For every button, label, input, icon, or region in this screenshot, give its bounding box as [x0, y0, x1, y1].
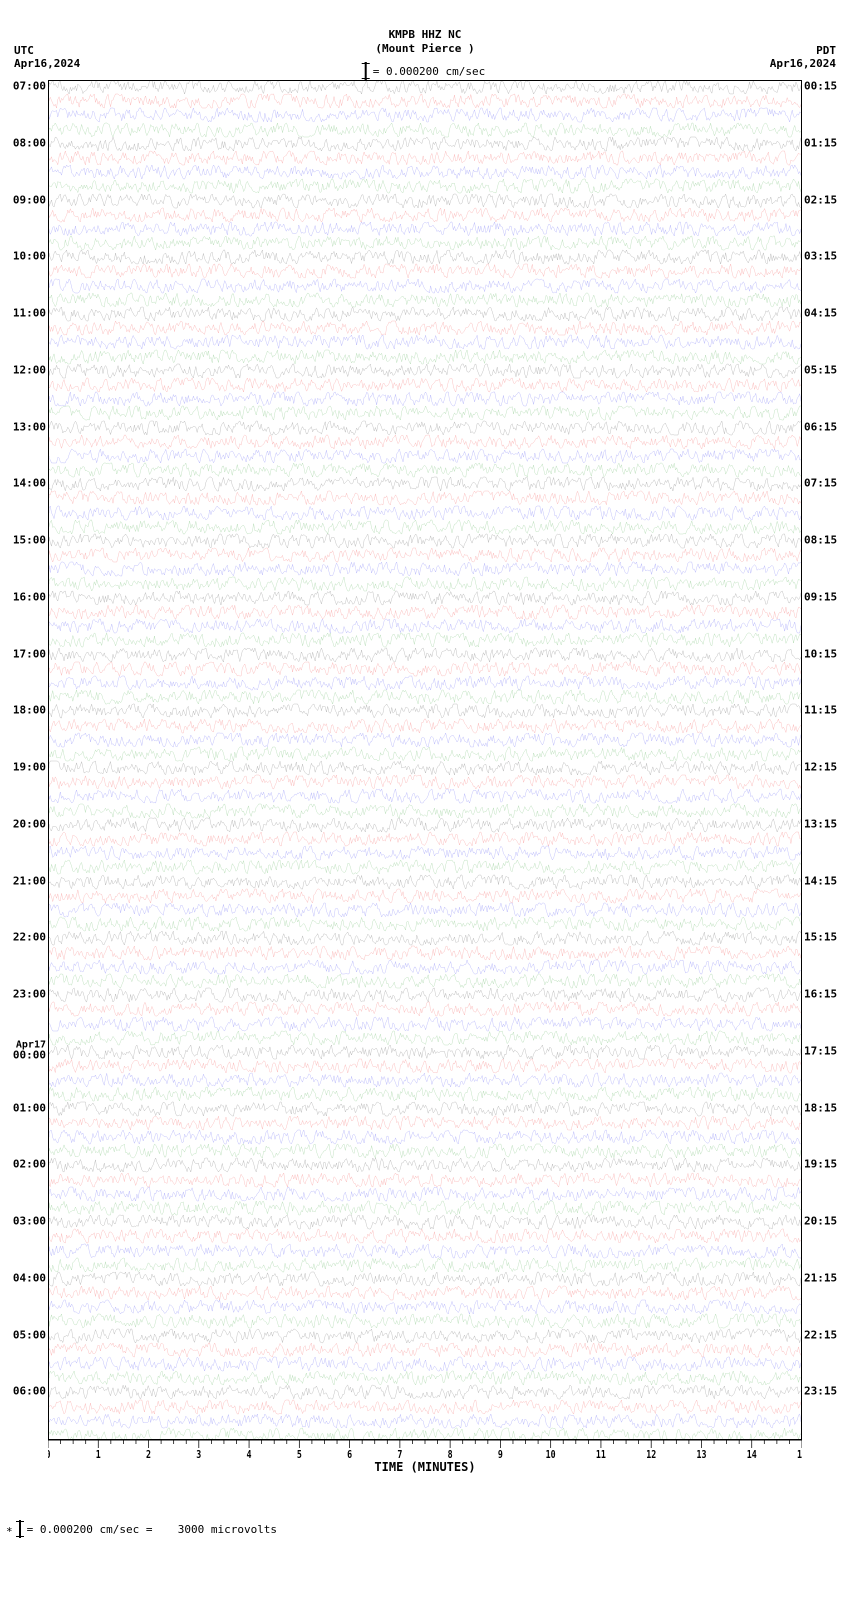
utc-hour-label: 08:00 [0, 136, 46, 149]
footer-leading-symbol: ∗ [6, 1523, 13, 1536]
pdt-hour-label: 16:15 [804, 988, 850, 1001]
pdt-hour-label: 06:15 [804, 420, 850, 433]
tz-left-label: UTC [14, 44, 80, 57]
scale-bar-icon [365, 62, 367, 80]
pdt-hour-label: 18:15 [804, 1101, 850, 1114]
pdt-hour-label: 22:15 [804, 1328, 850, 1341]
utc-hour-label: 17:00 [0, 647, 46, 660]
tz-left-block: UTC Apr16,2024 [14, 44, 80, 70]
x-axis-ticks: 0123456789101112131415 [48, 1440, 802, 1460]
svg-text:5: 5 [297, 1449, 302, 1460]
pdt-hour-label: 09:15 [804, 590, 850, 603]
utc-hour-label: 11:00 [0, 307, 46, 320]
svg-text:4: 4 [247, 1449, 252, 1460]
utc-labels-column: 07:00 08:00 09:00 10:00 11:00 12:00 13:00 14:00… [0, 80, 46, 1440]
svg-text:11: 11 [596, 1449, 606, 1460]
pdt-hour-label: 08:15 [804, 534, 850, 547]
utc-hour-label: Apr1700:00 [0, 1040, 46, 1061]
pdt-hour-label: 15:15 [804, 931, 850, 944]
station-code: KMPB HHZ NC [365, 28, 486, 42]
utc-hour-label: 14:00 [0, 477, 46, 490]
pdt-hour-label: 05:15 [804, 363, 850, 376]
utc-hour-label: 21:00 [0, 874, 46, 887]
utc-hour-label: 10:00 [0, 250, 46, 263]
tz-right-block: PDT Apr16,2024 [770, 44, 836, 70]
scale-text: = 0.000200 cm/sec [373, 65, 486, 78]
pdt-hour-label: 01:15 [804, 136, 850, 149]
seismogram-page: UTC Apr16,2024 KMPB HHZ NC (Mount Pierce… [0, 0, 850, 1538]
utc-hour-label: 07:00 [0, 80, 46, 93]
utc-hour-label: 02:00 [0, 1158, 46, 1171]
svg-text:9: 9 [498, 1449, 503, 1460]
utc-hour-label: 09:00 [0, 193, 46, 206]
header: UTC Apr16,2024 KMPB HHZ NC (Mount Pierce… [0, 0, 850, 80]
pdt-hour-label: 23:15 [804, 1385, 850, 1398]
x-axis: 0123456789101112131415 TIME (MINUTES) [48, 1440, 802, 1480]
tz-left-date: Apr16,2024 [14, 57, 80, 70]
svg-text:1: 1 [96, 1449, 101, 1460]
utc-hour-label: 12:00 [0, 363, 46, 376]
footer-scale-bar-icon [19, 1520, 21, 1538]
plot-area: 07:0008:0009:0010:0011:0012:0013:0014:00… [48, 80, 802, 1440]
utc-hour-label: 05:00 [0, 1328, 46, 1341]
pdt-hour-label: 21:15 [804, 1271, 850, 1284]
pdt-hour-label: 07:15 [804, 477, 850, 490]
svg-text:3: 3 [196, 1449, 201, 1460]
pdt-hour-label: 11:15 [804, 704, 850, 717]
tz-right-label: PDT [770, 44, 836, 57]
utc-hour-label: 06:00 [0, 1385, 46, 1398]
pdt-hour-label: 14:15 [804, 874, 850, 887]
svg-text:2: 2 [146, 1449, 151, 1460]
utc-hour-label: 01:00 [0, 1101, 46, 1114]
utc-hour-label: 13:00 [0, 420, 46, 433]
svg-text:14: 14 [747, 1449, 757, 1460]
pdt-hour-label: 12:15 [804, 761, 850, 774]
pdt-hour-label: 13:15 [804, 817, 850, 830]
svg-text:8: 8 [448, 1449, 453, 1460]
utc-hour-label: 04:00 [0, 1271, 46, 1284]
svg-text:13: 13 [696, 1449, 706, 1460]
pdt-hour-label: 17:15 [804, 1044, 850, 1057]
tz-right-date: Apr16,2024 [770, 57, 836, 70]
title-block: KMPB HHZ NC (Mount Pierce ) = 0.000200 c… [365, 28, 486, 83]
footer-scale: ∗ = 0.000200 cm/sec = 3000 microvolts [0, 1520, 850, 1538]
pdt-hour-label: 03:15 [804, 250, 850, 263]
x-axis-label: TIME (MINUTES) [48, 1460, 802, 1474]
utc-hour-label: 15:00 [0, 534, 46, 547]
svg-text:15: 15 [797, 1449, 802, 1460]
svg-text:0: 0 [48, 1449, 51, 1460]
pdt-hour-label: 10:15 [804, 647, 850, 660]
svg-text:10: 10 [546, 1449, 556, 1460]
pdt-hour-label: 04:15 [804, 307, 850, 320]
utc-hour-label: 03:00 [0, 1215, 46, 1228]
utc-hour-label: 18:00 [0, 704, 46, 717]
utc-hour-label: 23:00 [0, 988, 46, 1001]
pdt-hour-label: 00:15 [804, 80, 850, 93]
utc-hour-label: 20:00 [0, 817, 46, 830]
utc-hour-label: 22:00 [0, 931, 46, 944]
station-name: (Mount Pierce ) [365, 42, 486, 56]
svg-text:12: 12 [646, 1449, 656, 1460]
pdt-labels-column: 00:15 01:15 02:15 03:15 04:15 05:15 06:15 07:15… [804, 80, 850, 1440]
pdt-hour-label: 19:15 [804, 1158, 850, 1171]
utc-hour-label: 16:00 [0, 590, 46, 603]
svg-text:6: 6 [347, 1449, 352, 1460]
header-scale: = 0.000200 cm/sec [365, 62, 486, 80]
pdt-hour-label: 20:15 [804, 1215, 850, 1228]
footer-scale-suffix: 3000 microvolts [178, 1523, 277, 1536]
utc-hour-label: 19:00 [0, 761, 46, 774]
svg-text:7: 7 [397, 1449, 402, 1460]
seismogram-plot [48, 80, 802, 1440]
pdt-hour-label: 02:15 [804, 193, 850, 206]
footer-scale-prefix: = 0.000200 cm/sec = [27, 1523, 153, 1536]
